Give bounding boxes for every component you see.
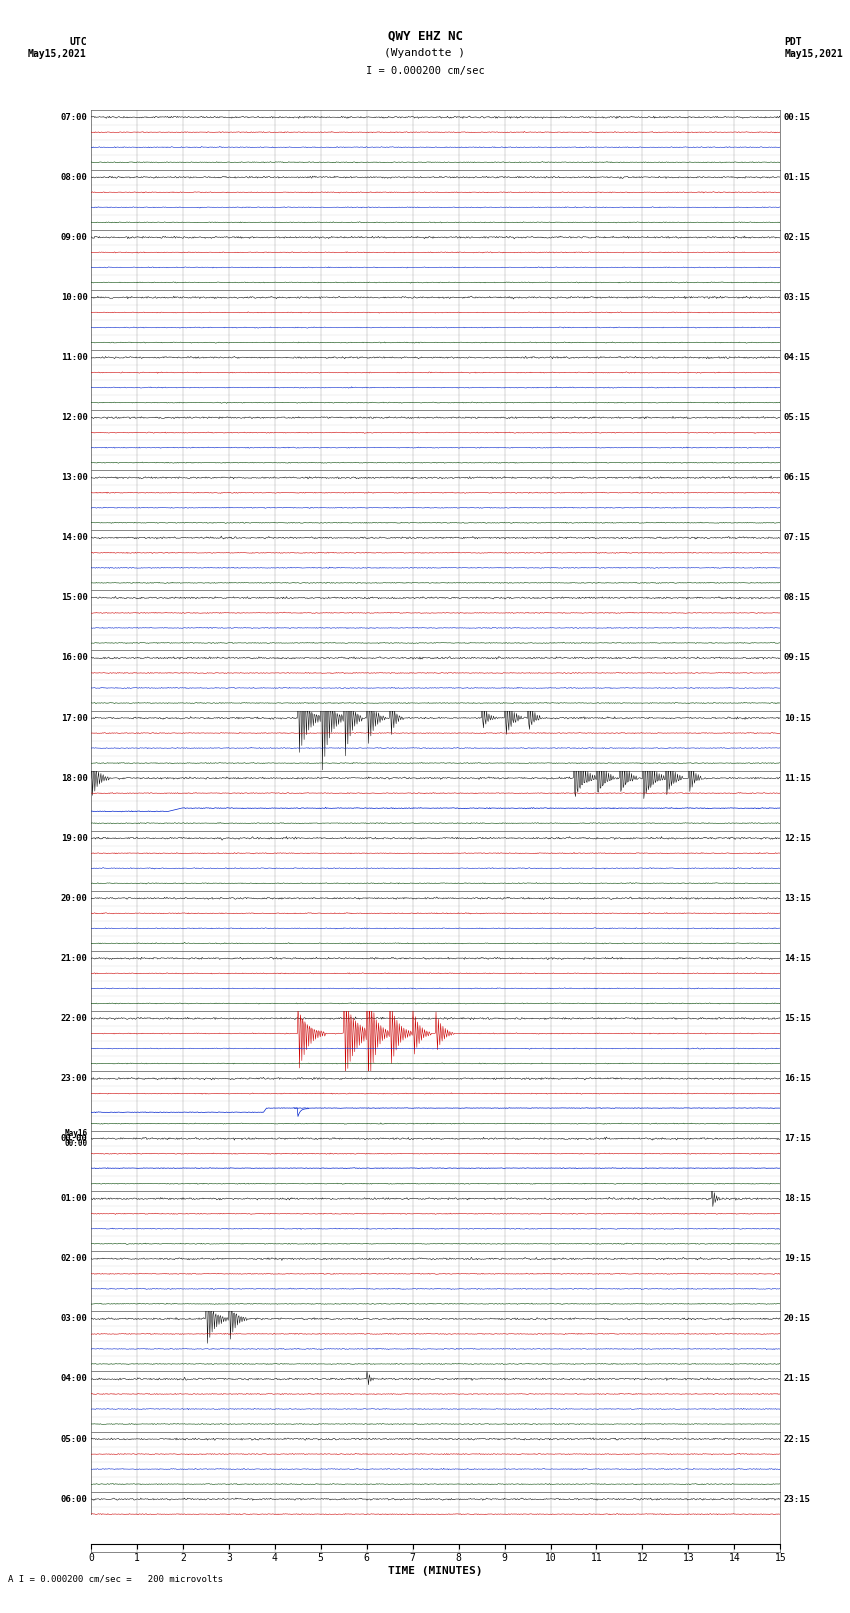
Text: 19:00: 19:00 — [60, 834, 88, 842]
Text: 03:15: 03:15 — [784, 294, 811, 302]
Text: 16:00: 16:00 — [60, 653, 88, 663]
Text: 13:15: 13:15 — [784, 894, 811, 903]
Text: 15:00: 15:00 — [60, 594, 88, 602]
Text: 15:15: 15:15 — [784, 1015, 811, 1023]
Text: 22:00: 22:00 — [60, 1015, 88, 1023]
Text: 00:15: 00:15 — [784, 113, 811, 121]
Text: 07:15: 07:15 — [784, 534, 811, 542]
Text: 11:15: 11:15 — [784, 774, 811, 782]
Text: 12:15: 12:15 — [784, 834, 811, 842]
Text: 14:00: 14:00 — [60, 534, 88, 542]
Text: 09:15: 09:15 — [784, 653, 811, 663]
Text: 18:00: 18:00 — [60, 774, 88, 782]
Text: 04:15: 04:15 — [784, 353, 811, 361]
Text: 06:00: 06:00 — [60, 1495, 88, 1503]
Text: 06:15: 06:15 — [784, 473, 811, 482]
Text: 08:15: 08:15 — [784, 594, 811, 602]
Text: (Wyandotte ): (Wyandotte ) — [384, 48, 466, 58]
Text: 10:15: 10:15 — [784, 713, 811, 723]
Text: 01:15: 01:15 — [784, 173, 811, 182]
Text: 01:00: 01:00 — [60, 1194, 88, 1203]
Text: 16:15: 16:15 — [784, 1074, 811, 1082]
Text: 02:15: 02:15 — [784, 232, 811, 242]
Text: A I = 0.000200 cm/sec =   200 microvolts: A I = 0.000200 cm/sec = 200 microvolts — [8, 1574, 224, 1584]
Text: 23:15: 23:15 — [784, 1495, 811, 1503]
Text: 13:00: 13:00 — [60, 473, 88, 482]
Text: 18:15: 18:15 — [784, 1194, 811, 1203]
Text: 00:00: 00:00 — [60, 1134, 88, 1144]
Text: 11:00: 11:00 — [60, 353, 88, 361]
Text: 05:00: 05:00 — [60, 1434, 88, 1444]
Text: PDT
May15,2021: PDT May15,2021 — [785, 37, 843, 58]
Text: QWY EHZ NC: QWY EHZ NC — [388, 29, 462, 42]
Text: 03:00: 03:00 — [60, 1315, 88, 1323]
Text: 20:00: 20:00 — [60, 894, 88, 903]
Text: I = 0.000200 cm/sec: I = 0.000200 cm/sec — [366, 66, 484, 76]
Text: 09:00: 09:00 — [60, 232, 88, 242]
Text: 23:00: 23:00 — [60, 1074, 88, 1082]
Text: 12:00: 12:00 — [60, 413, 88, 423]
Text: 05:15: 05:15 — [784, 413, 811, 423]
X-axis label: TIME (MINUTES): TIME (MINUTES) — [388, 1566, 483, 1576]
Text: 17:00: 17:00 — [60, 713, 88, 723]
Text: 07:00: 07:00 — [60, 113, 88, 121]
Text: 22:15: 22:15 — [784, 1434, 811, 1444]
Text: 10:00: 10:00 — [60, 294, 88, 302]
Text: 04:00: 04:00 — [60, 1374, 88, 1384]
Text: 21:15: 21:15 — [784, 1374, 811, 1384]
Text: 19:15: 19:15 — [784, 1255, 811, 1263]
Text: 20:15: 20:15 — [784, 1315, 811, 1323]
Text: 21:00: 21:00 — [60, 953, 88, 963]
Text: May16
00:00: May16 00:00 — [65, 1129, 88, 1148]
Text: 17:15: 17:15 — [784, 1134, 811, 1144]
Text: 02:00: 02:00 — [60, 1255, 88, 1263]
Text: 08:00: 08:00 — [60, 173, 88, 182]
Text: UTC
May15,2021: UTC May15,2021 — [28, 37, 87, 58]
Text: 14:15: 14:15 — [784, 953, 811, 963]
